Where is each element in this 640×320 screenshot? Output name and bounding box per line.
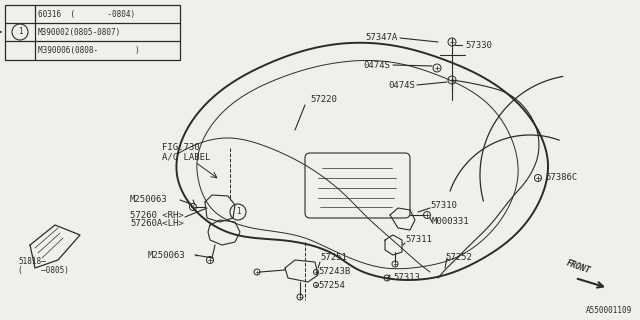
- Text: (    –0805): ( –0805): [18, 266, 69, 275]
- Bar: [5, 5, 180, 60]
- Text: 57311: 57311: [405, 236, 432, 244]
- Text: 57251: 57251: [320, 253, 347, 262]
- Text: 60316  (       -0804): 60316 ( -0804): [38, 10, 135, 19]
- Text: 57254: 57254: [318, 281, 345, 290]
- Text: FRONT: FRONT: [565, 259, 591, 276]
- Text: 57313: 57313: [393, 274, 420, 283]
- Text: 0474S: 0474S: [388, 81, 415, 90]
- Text: FIG.730: FIG.730: [162, 143, 200, 153]
- Text: 57220: 57220: [310, 95, 337, 105]
- Text: A550001109: A550001109: [586, 306, 632, 315]
- Text: 1: 1: [236, 207, 240, 217]
- Text: M390006(0808-        ): M390006(0808- ): [38, 45, 140, 54]
- Text: 51818—: 51818—: [18, 258, 45, 267]
- Text: 1: 1: [18, 28, 22, 36]
- Text: 57386C: 57386C: [545, 173, 577, 182]
- Text: 57310: 57310: [430, 201, 457, 210]
- Text: 57330: 57330: [465, 41, 492, 50]
- Text: M250063: M250063: [130, 196, 168, 204]
- Text: A/C LABEL: A/C LABEL: [162, 153, 211, 162]
- Text: M000331: M000331: [432, 218, 470, 227]
- Text: 57252: 57252: [445, 253, 472, 262]
- Text: 0474S: 0474S: [363, 60, 390, 69]
- Text: 57260A<LH>: 57260A<LH>: [130, 219, 184, 228]
- Text: M390002(0805-0807): M390002(0805-0807): [38, 28, 121, 36]
- Text: 57347A: 57347A: [365, 34, 398, 43]
- Text: M250063: M250063: [148, 251, 186, 260]
- Text: 57260 <RH>: 57260 <RH>: [130, 211, 184, 220]
- Text: 57243B: 57243B: [318, 268, 350, 276]
